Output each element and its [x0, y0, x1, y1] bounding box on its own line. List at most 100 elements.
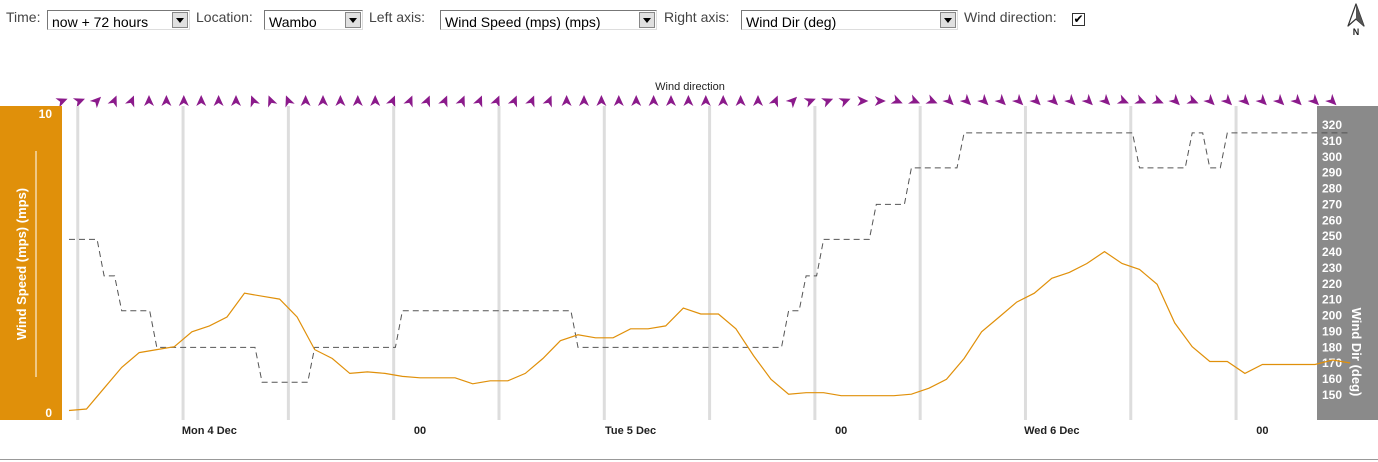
wind-arrow-icon — [55, 98, 68, 108]
wind-arrow-icon — [231, 95, 241, 106]
right-tick-label: 230 — [1322, 261, 1342, 275]
wind-arrow-icon — [977, 93, 989, 106]
time-select[interactable]: now + 72 hours — [47, 10, 190, 30]
wind-arrow-icon — [908, 94, 921, 104]
wind-arrow-icon — [1186, 94, 1199, 104]
wind-arrow-icon — [631, 95, 642, 106]
wind-arrow-icon — [803, 98, 816, 108]
x-axis-tick-labels: Mon 4 Dec 00 Tue 5 Dec 00 Wed 6 Dec 00 — [182, 425, 1269, 437]
chevron-down-icon[interactable] — [172, 12, 188, 28]
wind-arrow-icon — [753, 95, 763, 106]
wind-arrow-icon — [1168, 93, 1180, 106]
left-tick-max: 10 — [39, 107, 53, 121]
wind-arrow-icon — [1272, 93, 1285, 106]
left-axis-title: Wind Speed (mps) (mps) — [14, 188, 29, 340]
wind-arrow-icon — [768, 95, 779, 108]
wind-arrow-icon — [1064, 93, 1076, 106]
wind-arrow-icon — [1255, 93, 1267, 106]
wind-arrow-icon — [144, 95, 154, 106]
chevron-down-icon[interactable] — [345, 12, 361, 28]
chevron-down-icon[interactable] — [639, 12, 655, 28]
wind-arrow-icon — [1307, 93, 1320, 106]
location-select[interactable]: Wambo — [264, 10, 363, 30]
right-tick-label: 280 — [1322, 182, 1342, 196]
chevron-down-icon[interactable] — [940, 12, 956, 28]
wind-arrow-icon — [300, 95, 311, 106]
wind-arrow-icon — [125, 95, 135, 108]
x-tick-label: Tue 5 Dec — [605, 425, 656, 437]
toolbar: Time: now + 72 hours Location: Wambo Lef… — [0, 0, 1378, 36]
time-label: Time: — [6, 9, 41, 25]
wind-arrow-icon — [1220, 93, 1233, 106]
right-tick-label: 290 — [1322, 166, 1342, 180]
wind-arrow-icon — [735, 95, 746, 106]
north-arrow-icon: N — [1347, 3, 1365, 36]
wind-arrow-icon — [507, 95, 518, 108]
wind-arrow-icon — [1116, 94, 1129, 104]
right-axis-select[interactable]: Wind Dir (deg) — [741, 10, 958, 30]
wind-arrow-icon — [335, 95, 346, 106]
wind-arrow-icon — [196, 95, 207, 106]
right-tick-label: 300 — [1322, 150, 1342, 164]
wind-arrow-icon — [403, 95, 413, 108]
wind-arrow-icon — [370, 95, 381, 106]
right-tick-label: 310 — [1322, 134, 1342, 148]
wind-arrow-icon — [455, 95, 465, 108]
wind-arrow-icon — [925, 94, 938, 104]
wind-arrow-icon — [1238, 93, 1250, 106]
wind-arrow-icon — [72, 98, 85, 108]
left-axis-select[interactable]: Wind Speed (mps) (mps) — [440, 10, 657, 30]
gridlines — [76, 106, 1238, 420]
wind-arrow-icon — [438, 95, 448, 108]
wind-arrow-icon — [959, 93, 972, 106]
wind-arrow-icon — [525, 95, 535, 108]
wind-arrow-icon — [285, 95, 295, 108]
right-tick-label: 190 — [1322, 324, 1342, 338]
time-value: now + 72 hours — [52, 14, 149, 30]
wind-arrow-icon — [1325, 93, 1337, 106]
wind-arrow-icon — [718, 95, 729, 106]
x-tick-label: 00 — [414, 425, 426, 437]
wind-arrow-icon — [579, 95, 589, 106]
wind-arrow-icon — [542, 95, 552, 108]
right-tick-label: 210 — [1322, 293, 1342, 307]
location-label: Location: — [196, 9, 253, 25]
right-axis-title: Wind Dir (deg) — [1349, 308, 1364, 397]
wind-arrow-icon — [683, 95, 694, 106]
wind-arrow-icon — [161, 95, 172, 106]
right-axis-bar — [1317, 106, 1378, 420]
wind-arrow-icon — [89, 96, 102, 109]
wind-chart: Wind direction Wind Speed (mps) (mps) 10… — [0, 81, 1378, 437]
north-label: N — [1353, 27, 1360, 36]
wind-arrow-icon — [596, 95, 607, 106]
right-axis-label: Right axis: — [664, 9, 730, 25]
right-tick-label: 320 — [1322, 118, 1342, 132]
wind-arrow-icon — [213, 95, 224, 106]
wind-arrow-icon — [386, 95, 396, 108]
left-axis-value: Wind Speed (mps) (mps) — [445, 14, 601, 30]
x-tick-label: 00 — [835, 425, 847, 437]
wind-direction-checkbox[interactable]: ✔ — [1072, 12, 1085, 26]
wind-arrow-icon — [178, 95, 189, 106]
left-axis-bar — [0, 106, 62, 420]
x-tick-label: 00 — [1256, 425, 1268, 437]
wind-arrow-icon — [107, 95, 117, 108]
location-value: Wambo — [269, 14, 317, 30]
wind-direction-arrows — [55, 93, 1337, 109]
wind-arrow-icon — [821, 98, 834, 108]
wind-arrow-icon — [561, 95, 572, 106]
wind-arrow-icon — [700, 95, 711, 106]
right-tick-label: 240 — [1322, 245, 1342, 259]
right-tick-label: 260 — [1322, 213, 1342, 227]
chart-title: Wind direction — [655, 81, 725, 93]
right-tick-label: 250 — [1322, 229, 1342, 243]
left-axis-label: Left axis: — [369, 9, 426, 25]
wind-arrow-icon — [613, 95, 624, 106]
wind-arrow-icon — [857, 96, 869, 106]
right-tick-label: 220 — [1322, 277, 1342, 291]
right-axis-value: Wind Dir (deg) — [746, 14, 837, 30]
x-tick-label: Wed 6 Dec — [1024, 425, 1079, 437]
wind-arrow-icon — [1098, 93, 1111, 106]
right-tick-label: 180 — [1322, 340, 1342, 354]
right-axis-ticks: 1501601701801902002102202302402502602702… — [1322, 118, 1342, 402]
